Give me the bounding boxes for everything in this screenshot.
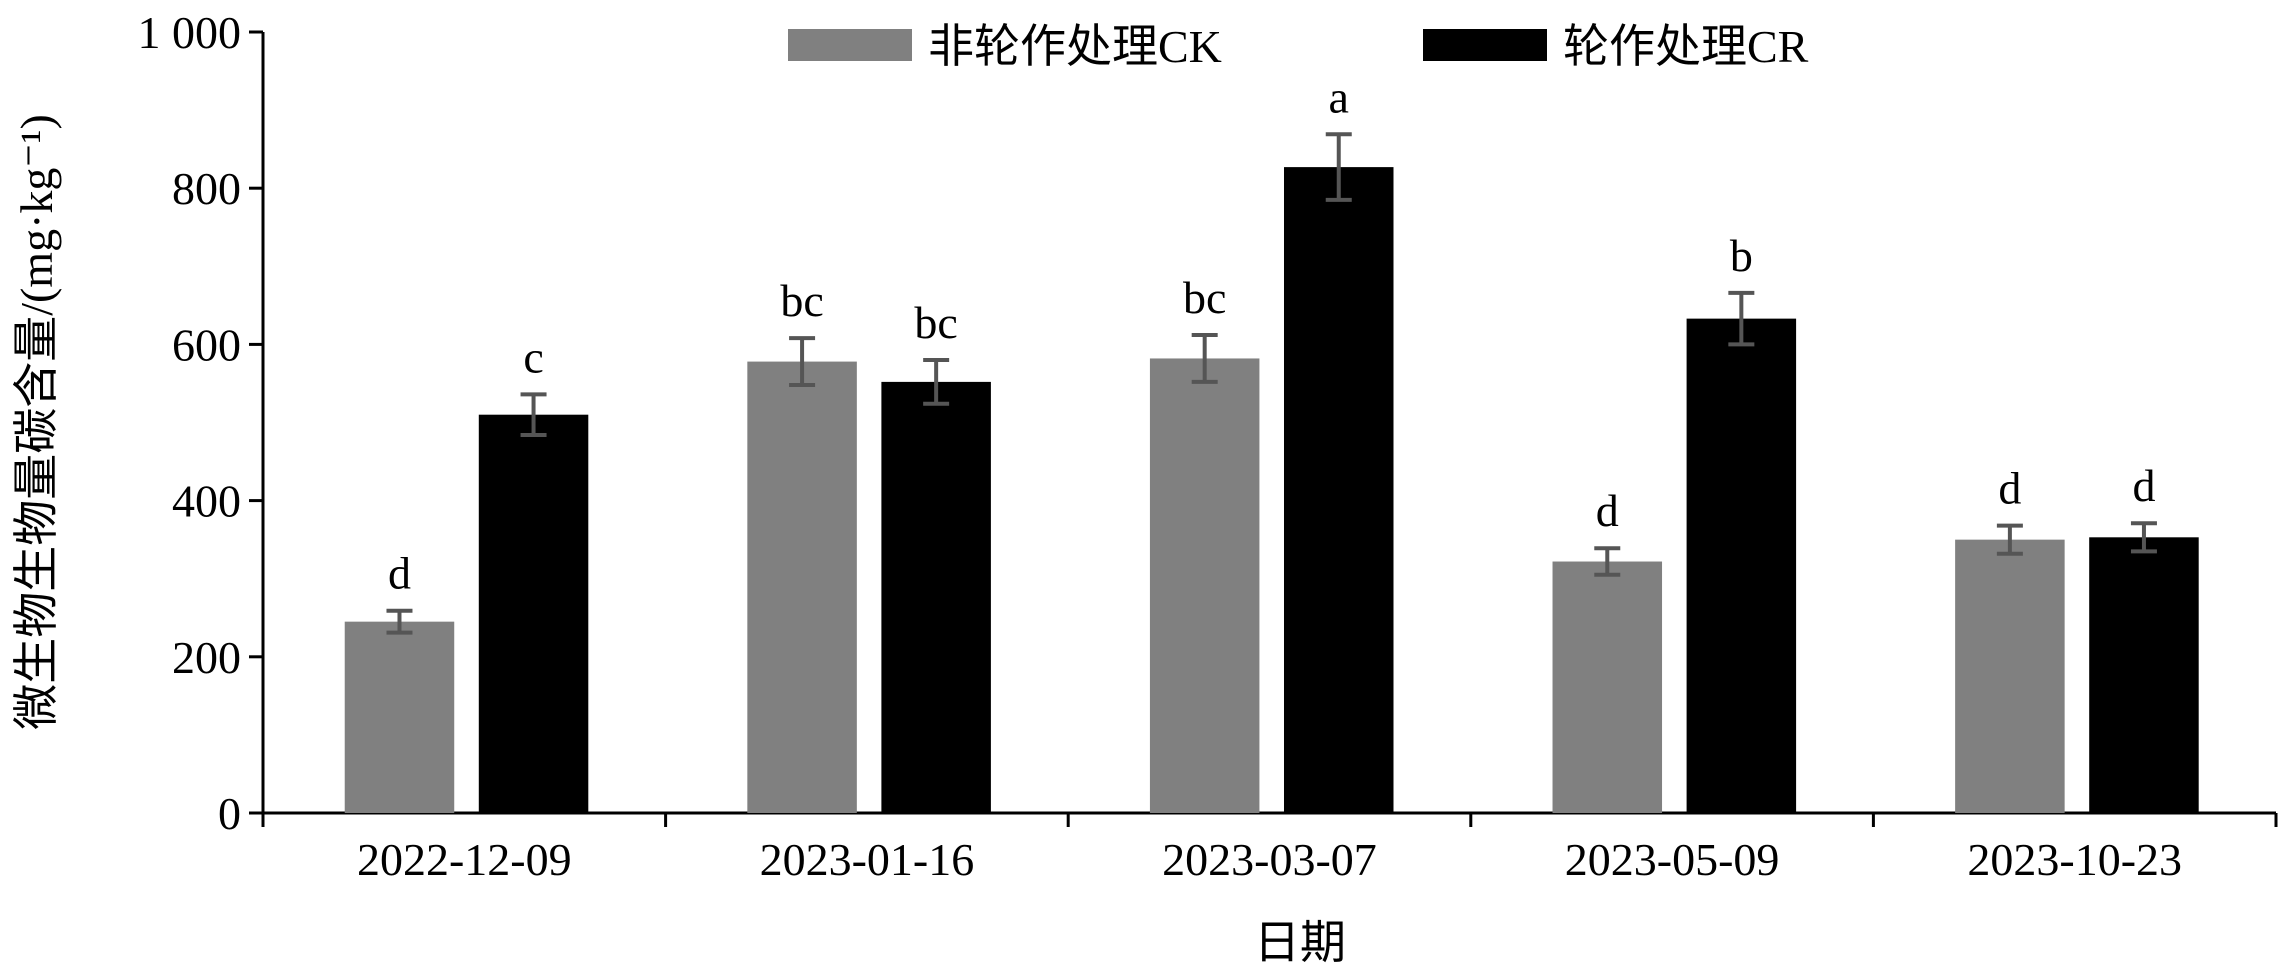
significance-label: c <box>523 331 543 382</box>
significance-label: bc <box>914 297 957 348</box>
bar <box>1283 167 1394 813</box>
bar <box>1955 539 2065 813</box>
bar <box>1552 561 1663 813</box>
significance-label: d <box>1596 485 1619 536</box>
significance-label: b <box>1730 230 1753 281</box>
significance-label: bc <box>780 275 823 326</box>
bar <box>881 381 991 813</box>
bar <box>747 361 857 813</box>
y-axis-label: 微生物生物量碳含量/(mg·kg⁻¹) <box>11 114 62 730</box>
x-tick-label: 2023-10-23 <box>1967 834 2182 885</box>
bar <box>2089 537 2199 813</box>
legend-swatch <box>1423 29 1547 61</box>
bar <box>344 621 455 813</box>
significance-label: d <box>1998 463 2021 514</box>
x-tick-label: 2023-05-09 <box>1565 834 1780 885</box>
x-tick-label: 2023-01-16 <box>760 834 975 885</box>
x-axis-label: 日期 <box>1254 917 1346 968</box>
y-tick-label: 400 <box>172 476 241 527</box>
y-tick-label: 200 <box>172 632 241 683</box>
y-tick-label: 1 000 <box>138 7 242 58</box>
x-tick-label: 2022-12-09 <box>357 834 572 885</box>
significance-label: bc <box>1183 272 1226 323</box>
legend-label: 非轮作处理CK <box>928 21 1222 72</box>
significance-label: d <box>2132 460 2155 511</box>
y-tick-label: 800 <box>172 163 241 214</box>
bar <box>478 414 589 813</box>
y-tick-label: 0 <box>218 788 241 839</box>
significance-label: d <box>388 548 411 599</box>
legend-label: 轮作处理CR <box>1563 21 1809 72</box>
bar <box>1686 318 1797 813</box>
significance-label: a <box>1329 71 1349 122</box>
legend-swatch <box>788 29 912 61</box>
y-tick-label: 600 <box>172 319 241 370</box>
bar <box>1149 358 1260 813</box>
x-tick-label: 2023-03-07 <box>1162 834 1377 885</box>
